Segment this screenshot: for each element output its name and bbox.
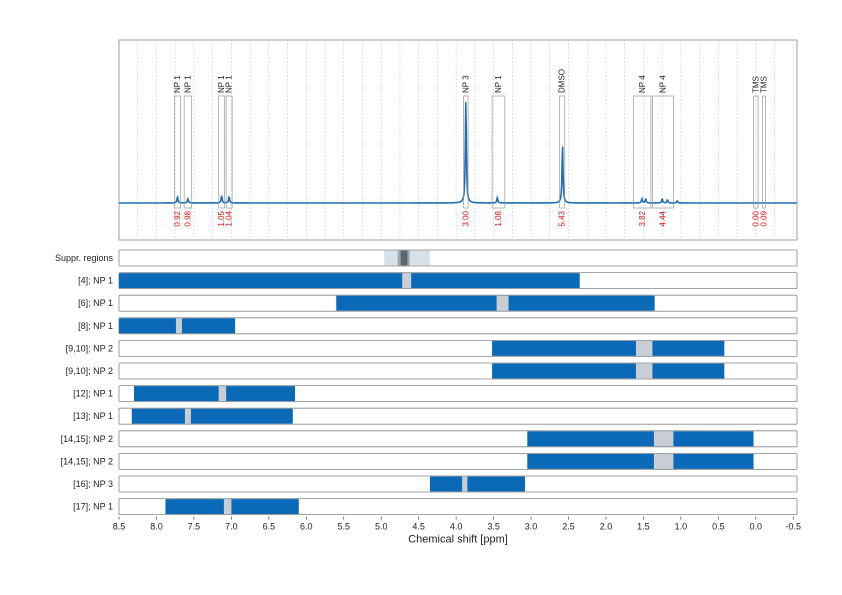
region-bar [119,273,580,289]
row-label: [13]; NP 1 [73,411,113,421]
row-label: Suppr. regions [55,253,114,263]
peak-box [753,95,759,209]
integral-label: 4.44 [658,210,667,226]
region-rows-panel: Suppr. regions [4]; NP 1 [6]; NP 1 [8]; NP … [55,249,798,516]
peak-box [762,95,766,209]
region-gap [223,499,232,515]
peak-label: NP 1 [225,75,234,93]
row-label: [4]; NP 1 [78,276,113,286]
region-bar [527,431,754,447]
x-tick-label: 4.0 [450,522,463,532]
peak-label: NP 1 [217,75,226,93]
peak-label: TMS [751,76,760,93]
row-label: [6]; NP 1 [78,298,113,308]
peak-box [174,95,181,209]
peak-label: NP 4 [658,75,667,93]
region-gap [175,318,182,334]
region-gap [635,340,653,356]
x-tick-label: 3.5 [487,522,500,532]
x-axis: 8.5 8.0 7.5 7.0 6.5 6.0 5.5 5.0 4.5 4.0 3.5 3.0 2.5 2… [113,516,801,532]
integral-label: 0.92 [173,210,182,226]
peak-label: NP 1 [183,75,192,93]
peak-box [463,95,469,209]
x-axis-title: Chemical shift [ppm] [408,534,508,546]
peak-box [633,95,652,209]
integral-label: 0.98 [183,210,192,226]
row-label: [17]; NP 1 [73,502,113,512]
spectrum-frame [118,39,798,241]
row-label: [9,10]; NP 2 [66,343,113,353]
row-label: [9,10]; NP 2 [66,366,113,376]
peak-box [183,95,193,209]
x-tick-label: 3.0 [525,522,538,532]
region-bar [429,476,526,492]
region-gap [218,386,227,402]
x-tick-label: 0.0 [750,522,763,532]
x-tick-label: 6.0 [300,522,313,532]
peak-box [652,95,674,209]
x-tick-label: 6.5 [263,522,276,532]
row-label: [14,15]; NP 2 [61,434,113,444]
integral-label: 5.43 [558,210,567,226]
region-gap [402,273,412,289]
x-tick-label: 7.0 [225,522,238,532]
row-label: [16]; NP 3 [73,479,113,489]
peak-box [491,95,506,209]
row-label: [12]; NP 1 [73,389,113,399]
peak-label: NP 1 [173,75,182,93]
x-tick-label: 4.5 [412,522,425,532]
x-tick-label: 0.5 [712,522,725,532]
region-bar [165,499,299,515]
x-tick-label: 2.5 [562,522,575,532]
x-tick-label: 1.5 [637,522,650,532]
region-bar [131,408,293,424]
peak-box [218,95,225,209]
integral-label: 3.00 [461,210,470,226]
region-bar [492,340,725,356]
x-tick-label: 1.0 [675,522,688,532]
x-tick-label: 5.5 [337,522,350,532]
spectrum-line [119,101,797,204]
row-label: [14,15]; NP 2 [61,456,113,466]
suppression-core [400,250,408,266]
region-gap [496,295,509,311]
x-tick-label: 7.5 [188,522,201,532]
peak-label: NP 1 [494,75,503,93]
peak-label: NP 4 [638,75,647,93]
region-bar [336,295,655,311]
peak-label: TMS [760,76,769,93]
region-gap [184,408,191,424]
region-bar [527,453,754,469]
row-label: [8]; NP 1 [78,321,113,331]
integral-label: 0.00 [751,210,760,226]
peak-box [559,95,566,209]
x-tick-label: 2.0 [600,522,613,532]
peak-label: NP 3 [461,75,470,93]
x-tick-label: 8.5 [113,522,126,532]
region-bar [133,386,296,402]
region-gap [653,453,674,469]
x-tick-label: -0.5 [785,522,801,532]
region-gap [635,363,653,379]
peak-box [225,95,233,209]
integral-label: 0.09 [760,210,769,226]
suppression-row [118,249,798,267]
integral-label: 1.05 [217,210,226,226]
region-gap [653,431,674,447]
peak-label: DMSO [558,69,567,93]
region-gap [462,476,468,492]
integral-label: 3.82 [638,210,647,226]
x-tick-label: 5.0 [375,522,388,532]
integral-label: 1.08 [494,210,503,226]
region-bar [492,363,725,379]
spectrum-panel: NP 1 0.92 NP 1 0.98 NP 1 1.05 NP 1 1.04 NP 3 3.00… [118,39,798,241]
x-tick-label: 8.0 [150,522,163,532]
integral-label: 1.04 [225,210,234,226]
